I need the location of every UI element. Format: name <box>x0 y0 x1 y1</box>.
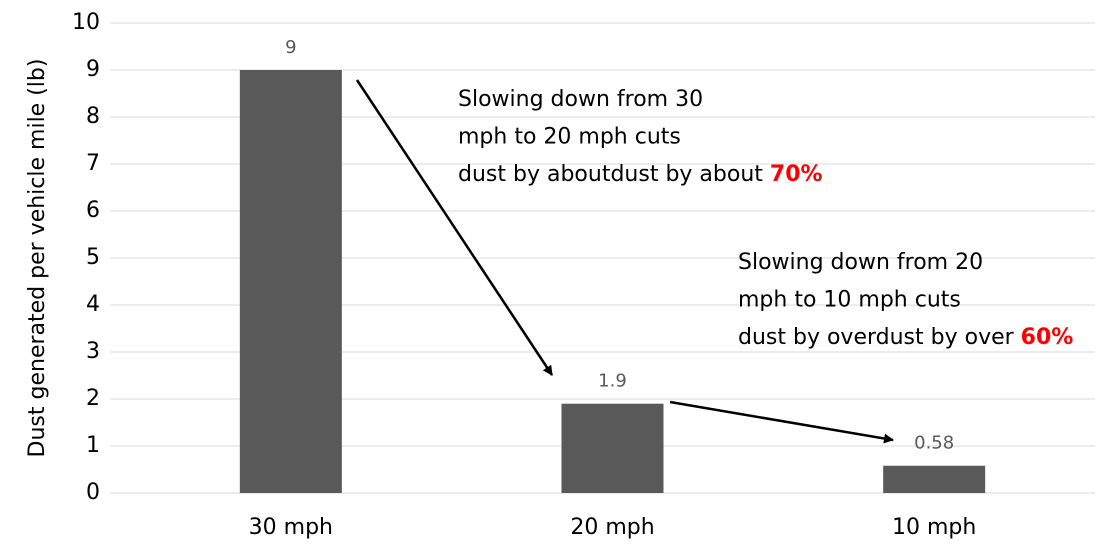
y-axis-label: Dust generated per vehicle mile (lb) <box>25 59 50 458</box>
annotation: mph to 20 mph cuts <box>458 125 681 150</box>
y-tick-label: 7 <box>86 151 100 176</box>
y-tick-label: 6 <box>86 198 100 223</box>
bar <box>239 70 342 493</box>
y-tick-label: 8 <box>86 104 100 129</box>
x-tick-label: 30 mph <box>249 515 333 540</box>
y-tick-label: 1 <box>86 433 100 458</box>
x-tick-label: 10 mph <box>892 515 976 540</box>
annotation: Slowing down from 20 <box>738 250 983 275</box>
arrow <box>669 400 894 444</box>
y-tick-label: 5 <box>86 245 100 270</box>
annotation: dust by overdust by over 60% <box>738 325 1073 350</box>
y-tick-label: 3 <box>86 339 100 364</box>
y-tick-label: 4 <box>86 292 100 317</box>
value-label: 9 <box>285 37 296 58</box>
y-tick-label: 9 <box>86 57 100 82</box>
value-label: 1.9 <box>598 371 627 392</box>
annotation-text: dust by about <box>610 162 763 187</box>
arrow <box>355 79 554 376</box>
annotation-text: dust by over <box>876 325 1015 350</box>
bar <box>883 465 986 493</box>
y-tick-label: 10 <box>72 10 100 35</box>
y-tick-label: 2 <box>86 386 100 411</box>
value-label: 0.58 <box>914 433 954 454</box>
bar <box>561 403 664 493</box>
annotation: dust by aboutdust by about 70% <box>458 162 823 187</box>
y-tick-label: 0 <box>86 480 100 505</box>
annotation: mph to 10 mph cuts <box>738 288 961 313</box>
x-tick-label: 20 mph <box>570 515 654 540</box>
annotation-highlight: 60% <box>1021 325 1074 350</box>
annotation-highlight: 70% <box>770 162 823 187</box>
annotation: Slowing down from 30 <box>458 87 703 112</box>
